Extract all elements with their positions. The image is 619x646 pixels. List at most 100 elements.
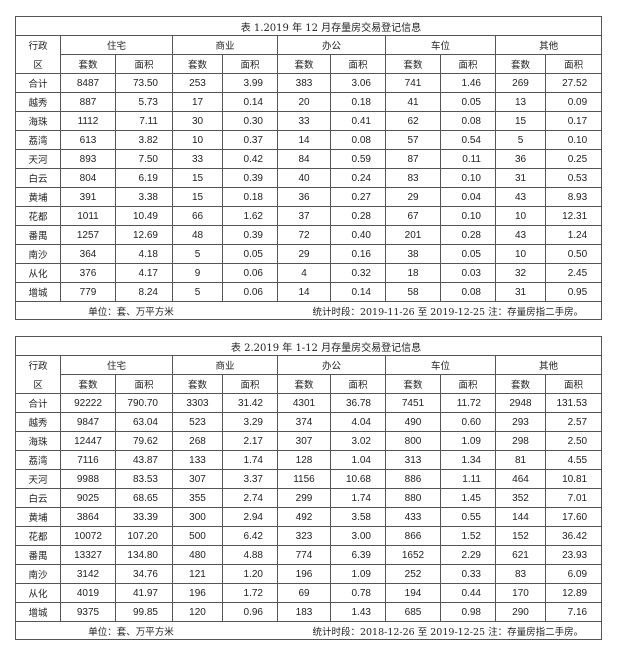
count-cell: 290 <box>495 602 546 622</box>
subheader-row: 区套数 面积 套数 面积 套数 面积 套数 面积 套数 面积 <box>15 374 603 394</box>
table-row: 天河 893 7.50 33 0.42 84 0.59 87 0.11 36 0.25 <box>15 149 603 169</box>
count-cell: 523 <box>172 412 223 432</box>
area-cell: 6.42 <box>222 526 278 546</box>
count-cell: 120 <box>172 602 223 622</box>
district-name: 南沙 <box>15 244 61 264</box>
area-header: 面积 <box>115 374 173 394</box>
area-cell: 23.93 <box>544 545 603 565</box>
count-cell: 355 <box>172 488 223 508</box>
area-cell: 0.25 <box>544 149 603 169</box>
area-cell: 3.82 <box>115 130 173 150</box>
count-cell: 5 <box>172 282 223 302</box>
area-cell: 0.98 <box>440 602 496 622</box>
area-cell: 0.04 <box>440 187 496 207</box>
area-cell: 8.93 <box>544 187 603 207</box>
area-cell: 790.70 <box>115 393 173 413</box>
count-cell: 774 <box>277 545 331 565</box>
area-cell: 63.04 <box>115 412 173 432</box>
count-cell: 15 <box>172 168 223 188</box>
count-header: 套数 <box>60 54 116 74</box>
table-row: 番禺 13327 134.80 480 4.88 774 6.39 1652 2.29 621 23… <box>15 545 603 565</box>
area-cell: 2.45 <box>544 263 603 283</box>
count-cell: 69 <box>277 583 331 603</box>
area-cell: 0.08 <box>440 111 496 131</box>
area-cell: 3.02 <box>330 431 386 451</box>
table-row: 合计 92222 790.70 3303 31.42 4301 36.78 7451 11.72… <box>15 393 603 413</box>
area-cell: 1.62 <box>222 206 278 226</box>
district-name: 海珠 <box>15 431 61 451</box>
count-cell: 364 <box>60 244 116 264</box>
table-row: 合计 8487 73.50 253 3.99 383 3.06 741 1.46 269 27.52 <box>15 73 603 93</box>
district-name: 从化 <box>15 583 61 603</box>
area-cell: 0.59 <box>330 149 386 169</box>
count-cell: 4 <box>277 263 331 283</box>
table-row: 南沙 364 4.18 5 0.05 29 0.16 38 0.05 10 0.50 <box>15 244 603 264</box>
district-name: 南沙 <box>15 564 61 584</box>
period-label: 统计时段： <box>312 306 360 318</box>
count-cell: 9847 <box>60 412 116 432</box>
area-cell: 131.53 <box>544 393 603 413</box>
district-name: 越秀 <box>15 412 61 432</box>
count-cell: 10072 <box>60 526 116 546</box>
count-cell: 253 <box>172 73 223 93</box>
count-cell: 183 <box>277 602 331 622</box>
area-cell: 0.14 <box>222 92 278 112</box>
area-cell: 3.06 <box>330 73 386 93</box>
count-cell: 352 <box>495 488 546 508</box>
table-row: 番禺 1257 12.69 48 0.39 72 0.40 201 0.28 43 1.24 <box>15 225 603 245</box>
unit-note: 单位：套、万平方米 <box>88 306 174 318</box>
table-row: 天河 9988 83.53 307 3.37 1156 10.68 886 1.11 464 10.… <box>15 469 603 489</box>
count-cell: 299 <box>277 488 331 508</box>
area-cell: 0.55 <box>440 507 496 527</box>
area-cell: 17.60 <box>544 507 603 527</box>
district-header-top: 行政 <box>15 355 61 375</box>
count-cell: 268 <box>172 431 223 451</box>
count-header: 套数 <box>495 374 546 394</box>
count-cell: 33 <box>277 111 331 131</box>
area-cell: 0.05 <box>440 92 496 112</box>
area-cell: 0.42 <box>222 149 278 169</box>
area-cell: 33.39 <box>115 507 173 527</box>
count-cell: 36 <box>495 149 546 169</box>
count-cell: 83 <box>385 168 441 188</box>
table-row: 海珠 1112 7.11 30 0.30 33 0.41 62 0.08 15 0.17 <box>15 111 603 131</box>
area-cell: 0.32 <box>330 263 386 283</box>
count-cell: 9988 <box>60 469 116 489</box>
table-jan-dec-2019: 表 2.2019 年 1-12 月存量房交易登记信息 行政 住宅 商业 办公 车位 其他区套… <box>14 336 603 640</box>
table-title: 表 2.2019 年 1-12 月存量房交易登记信息 <box>14 336 603 356</box>
area-cell: 1.09 <box>440 431 496 451</box>
area-cell: 0.95 <box>544 282 603 302</box>
area-cell: 0.28 <box>330 206 386 226</box>
count-cell: 32 <box>495 263 546 283</box>
area-cell: 43.87 <box>115 450 173 470</box>
count-cell: 194 <box>385 583 441 603</box>
count-cell: 804 <box>60 168 116 188</box>
count-cell: 40 <box>277 168 331 188</box>
table-row: 花都 1011 10.49 66 1.62 37 0.28 67 0.10 10 12.31 <box>15 206 603 226</box>
count-cell: 307 <box>172 469 223 489</box>
category-header: 商业 <box>172 355 278 375</box>
unit-note: 单位：套、万平方米 <box>88 626 174 638</box>
count-cell: 133 <box>172 450 223 470</box>
count-cell: 269 <box>495 73 546 93</box>
count-cell: 128 <box>277 450 331 470</box>
area-cell: 34.76 <box>115 564 173 584</box>
area-cell: 0.40 <box>330 225 386 245</box>
count-header: 套数 <box>172 54 223 74</box>
area-header: 面积 <box>222 374 278 394</box>
area-cell: 10.81 <box>544 469 603 489</box>
area-cell: 68.65 <box>115 488 173 508</box>
count-cell: 12447 <box>60 431 116 451</box>
count-cell: 7451 <box>385 393 441 413</box>
category-header: 办公 <box>277 35 386 55</box>
period-label: 统计时段： <box>312 626 360 638</box>
area-cell: 10.49 <box>115 206 173 226</box>
area-cell: 0.09 <box>544 92 603 112</box>
area-cell: 6.39 <box>330 545 386 565</box>
area-cell: 1.04 <box>330 450 386 470</box>
area-cell: 0.05 <box>440 244 496 264</box>
area-cell: 7.16 <box>544 602 603 622</box>
table-row: 越秀 9847 63.04 523 3.29 374 4.04 490 0.60 293 2.57 <box>15 412 603 432</box>
area-cell: 1.46 <box>440 73 496 93</box>
category-header: 其他 <box>494 355 603 375</box>
